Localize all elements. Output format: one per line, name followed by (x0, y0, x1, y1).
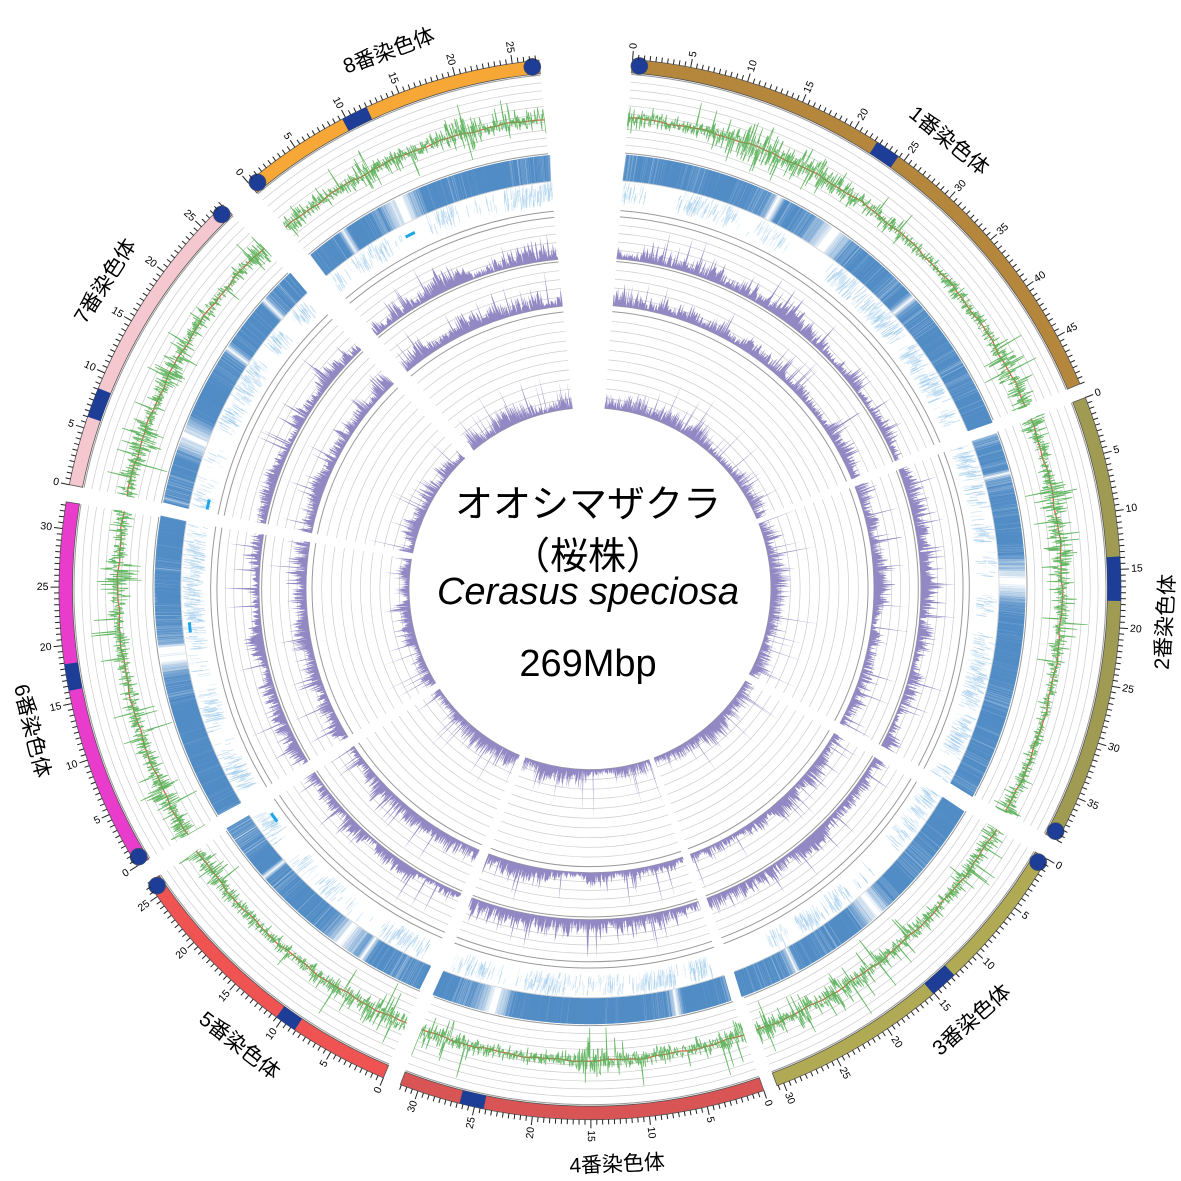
svg-text:10: 10 (263, 1026, 280, 1043)
svg-text:15: 15 (1131, 562, 1143, 574)
svg-text:10: 10 (645, 1126, 658, 1139)
svg-text:15: 15 (109, 304, 125, 320)
svg-text:20: 20 (855, 106, 871, 122)
svg-text:0: 0 (371, 1085, 384, 1095)
svg-text:10: 10 (65, 758, 80, 773)
svg-text:15: 15 (585, 1130, 597, 1142)
svg-text:15: 15 (936, 997, 953, 1014)
svg-text:20: 20 (143, 254, 160, 271)
svg-text:0: 0 (52, 476, 60, 489)
svg-text:40: 40 (1032, 269, 1049, 286)
svg-text:0: 0 (1053, 859, 1064, 872)
svg-text:35: 35 (994, 221, 1011, 238)
svg-text:5: 5 (67, 417, 76, 430)
svg-text:20: 20 (39, 641, 52, 654)
svg-text:25: 25 (37, 581, 49, 593)
svg-text:25: 25 (906, 139, 923, 156)
svg-text:20: 20 (173, 945, 190, 962)
svg-text:30: 30 (40, 520, 53, 533)
svg-text:0: 0 (627, 42, 639, 49)
svg-text:15: 15 (49, 700, 63, 714)
svg-text:25: 25 (464, 1116, 478, 1130)
svg-text:5: 5 (1019, 909, 1031, 922)
svg-text:5: 5 (317, 1058, 330, 1069)
svg-text:269Mbp: 269Mbp (519, 643, 656, 685)
svg-text:20: 20 (1130, 623, 1143, 636)
svg-text:30: 30 (405, 1099, 420, 1114)
svg-text:45: 45 (1064, 320, 1080, 336)
svg-text:20: 20 (443, 52, 458, 67)
svg-text:7: 7 (70, 305, 96, 327)
svg-text:2: 2 (1151, 657, 1175, 670)
svg-text:10: 10 (745, 59, 760, 74)
svg-text:0: 0 (120, 866, 131, 879)
svg-text:4: 4 (569, 1154, 582, 1178)
svg-text:30: 30 (782, 1091, 797, 1106)
svg-text:5: 5 (195, 1007, 218, 1032)
svg-text:10: 10 (82, 358, 98, 374)
svg-text:1: 1 (904, 102, 928, 127)
svg-text:5: 5 (1112, 443, 1121, 456)
svg-text:25: 25 (837, 1065, 853, 1081)
svg-text:20: 20 (524, 1126, 537, 1139)
svg-text:10: 10 (1125, 502, 1138, 516)
svg-text:5: 5 (281, 130, 294, 142)
svg-text:25: 25 (136, 898, 153, 915)
svg-text:30: 30 (1106, 740, 1121, 755)
svg-text:35: 35 (1085, 797, 1101, 813)
svg-text:0: 0 (762, 1098, 775, 1108)
svg-text:8: 8 (340, 53, 359, 79)
svg-text:25: 25 (1121, 682, 1135, 696)
svg-text:15: 15 (801, 79, 817, 95)
svg-text:6: 6 (9, 682, 34, 699)
svg-text:0: 0 (233, 166, 246, 178)
svg-text:10: 10 (330, 95, 346, 111)
svg-text:5: 5 (92, 814, 103, 827)
svg-text:25: 25 (503, 41, 517, 54)
svg-text:Cerasus speciosa: Cerasus speciosa (437, 571, 739, 613)
svg-text:20: 20 (888, 1034, 905, 1051)
svg-text:15: 15 (385, 70, 400, 85)
svg-text:5: 5 (687, 50, 700, 58)
svg-text:0: 0 (1093, 386, 1103, 399)
svg-text:5: 5 (704, 1115, 717, 1124)
